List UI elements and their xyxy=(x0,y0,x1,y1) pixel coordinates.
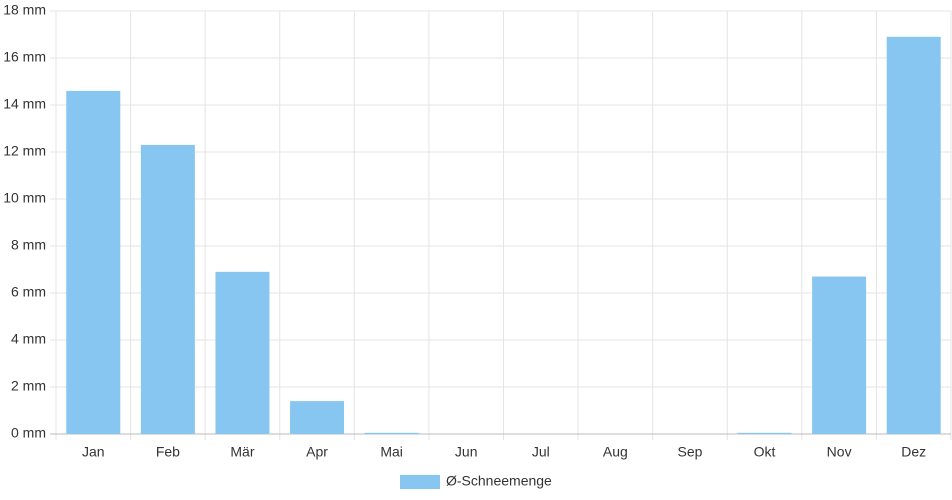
x-tick-label: Aug xyxy=(603,444,628,460)
y-tick-label: 18 mm xyxy=(3,2,46,18)
bar xyxy=(737,432,792,434)
y-tick-label: 0 mm xyxy=(11,425,46,441)
y-tick-label: 16 mm xyxy=(3,49,46,65)
x-tick-label: Mai xyxy=(380,444,403,460)
x-tick-label: Nov xyxy=(827,444,852,460)
x-tick-label: Jul xyxy=(532,444,550,460)
bar xyxy=(140,144,195,434)
y-tick-label: 2 mm xyxy=(11,378,46,394)
y-tick-label: 6 mm xyxy=(11,284,46,300)
x-tick-label: Mär xyxy=(230,444,254,460)
y-tick-label: 14 mm xyxy=(3,96,46,112)
bar xyxy=(290,401,345,434)
bar xyxy=(66,90,121,435)
bar xyxy=(812,276,867,434)
x-tick-label: Dez xyxy=(901,444,926,460)
y-tick-label: 4 mm xyxy=(11,331,46,347)
x-tick-label: Feb xyxy=(156,444,180,460)
legend-label: Ø-Schneemenge xyxy=(446,473,552,489)
x-tick-label: Jun xyxy=(455,444,478,460)
x-tick-label: Sep xyxy=(677,444,702,460)
y-tick-label: 10 mm xyxy=(3,190,46,206)
y-tick-label: 12 mm xyxy=(3,143,46,159)
legend-swatch xyxy=(400,475,440,489)
bar xyxy=(886,36,941,434)
y-tick-label: 8 mm xyxy=(11,237,46,253)
bar xyxy=(215,271,270,434)
bar xyxy=(364,432,419,434)
x-tick-label: Apr xyxy=(306,444,328,460)
x-tick-label: Jan xyxy=(82,444,105,460)
x-tick-label: Okt xyxy=(754,444,776,460)
